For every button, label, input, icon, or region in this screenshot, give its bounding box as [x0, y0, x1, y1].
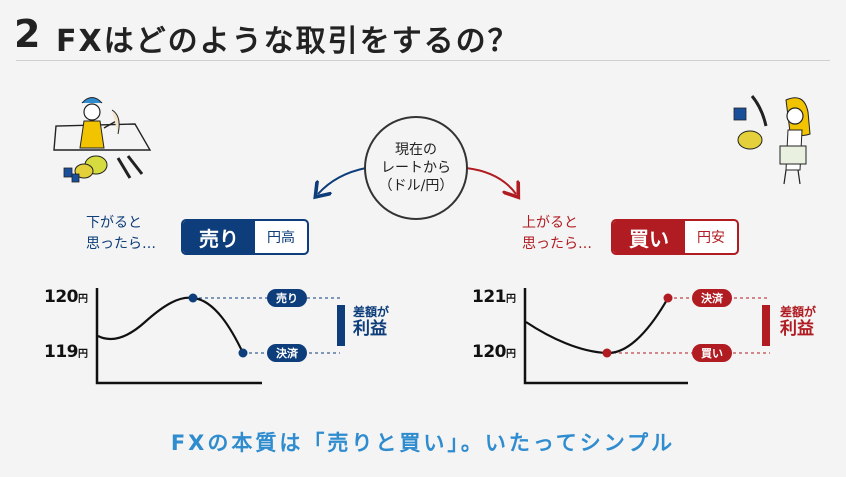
buy-tick-top-unit: 円 [506, 294, 516, 305]
buy-open-pill: 買い [692, 344, 732, 362]
sell-profit-bracket [337, 305, 345, 346]
shopper-illustration [733, 95, 811, 185]
buy-tick-top-value: 121 [472, 287, 507, 307]
sell-condition-line-1: 下がると [86, 215, 142, 231]
sell-tick-top-value: 120 [44, 287, 79, 307]
tagline: FXの本質は「売りと買い」。いたってシンプル [170, 431, 676, 455]
sell-tick-top-unit: 円 [78, 294, 88, 305]
buy-close-pill: 決済 [692, 289, 732, 307]
current-rate-circle: 現在の レートから （ドル/円） [364, 116, 468, 220]
buy-profit-note: 差額が 利益 [780, 305, 817, 339]
sell-open-point [188, 293, 198, 303]
sell-chart-axes [95, 288, 262, 385]
sell-badge: 売り 円高 [181, 219, 309, 255]
buy-profit-line-2: 利益 [780, 318, 814, 339]
page-title: FXはどのような取引をするの？ [56, 24, 520, 59]
buy-badge: 買い 円安 [611, 219, 739, 255]
buy-tick-bottom: 120円 [472, 342, 516, 362]
buy-profit-line-1: 差額が [780, 305, 817, 319]
buy-chart [523, 288, 770, 385]
buy-arrow [465, 167, 516, 194]
buy-condition-line-1: 上がると [522, 215, 578, 231]
section-number: 2 [14, 12, 41, 56]
sell-sub-label: 円高 [267, 230, 295, 246]
sell-tick-bottom-value: 119 [44, 342, 79, 362]
sell-action-label: 売り [183, 221, 255, 253]
sell-condition-line-2: 思ったら… [86, 236, 156, 252]
buy-condition-line-2: 思ったら… [522, 236, 592, 252]
center-line-1: 現在の [395, 142, 437, 158]
buy-tick-bottom-value: 120 [472, 342, 507, 362]
buy-tick-bottom-unit: 円 [506, 349, 516, 360]
buy-tick-top: 121円 [472, 287, 516, 307]
buy-chart-axes [523, 288, 688, 385]
sell-tick-top: 120円 [44, 287, 88, 307]
sell-close-point [238, 348, 248, 358]
sell-close-pill: 決済 [267, 344, 307, 362]
sell-condition: 下がると 思ったら… [86, 213, 156, 255]
center-line-3: （ドル/円） [378, 178, 454, 194]
sell-chart [95, 288, 345, 385]
sell-tick-bottom: 119円 [44, 342, 88, 362]
buy-action-label: 買い [613, 221, 685, 253]
heading-divider [16, 60, 830, 61]
sell-arrow [318, 167, 367, 194]
sell-profit-line-2: 利益 [353, 318, 387, 339]
sell-profit-line-1: 差額が [353, 305, 390, 319]
buy-open-point [602, 348, 612, 358]
vendor-illustration [53, 97, 152, 183]
buy-condition: 上がると 思ったら… [522, 213, 592, 255]
sell-price-line [97, 296, 244, 354]
buy-price-line [525, 297, 669, 355]
buy-profit-bracket [762, 305, 770, 346]
center-line-2: レートから [381, 160, 451, 176]
buy-sub-label: 円安 [697, 230, 725, 246]
buy-close-point [663, 293, 673, 303]
sell-open-pill: 売り [267, 289, 307, 307]
sell-profit-note: 差額が 利益 [353, 305, 390, 339]
sell-tick-bottom-unit: 円 [78, 349, 88, 360]
